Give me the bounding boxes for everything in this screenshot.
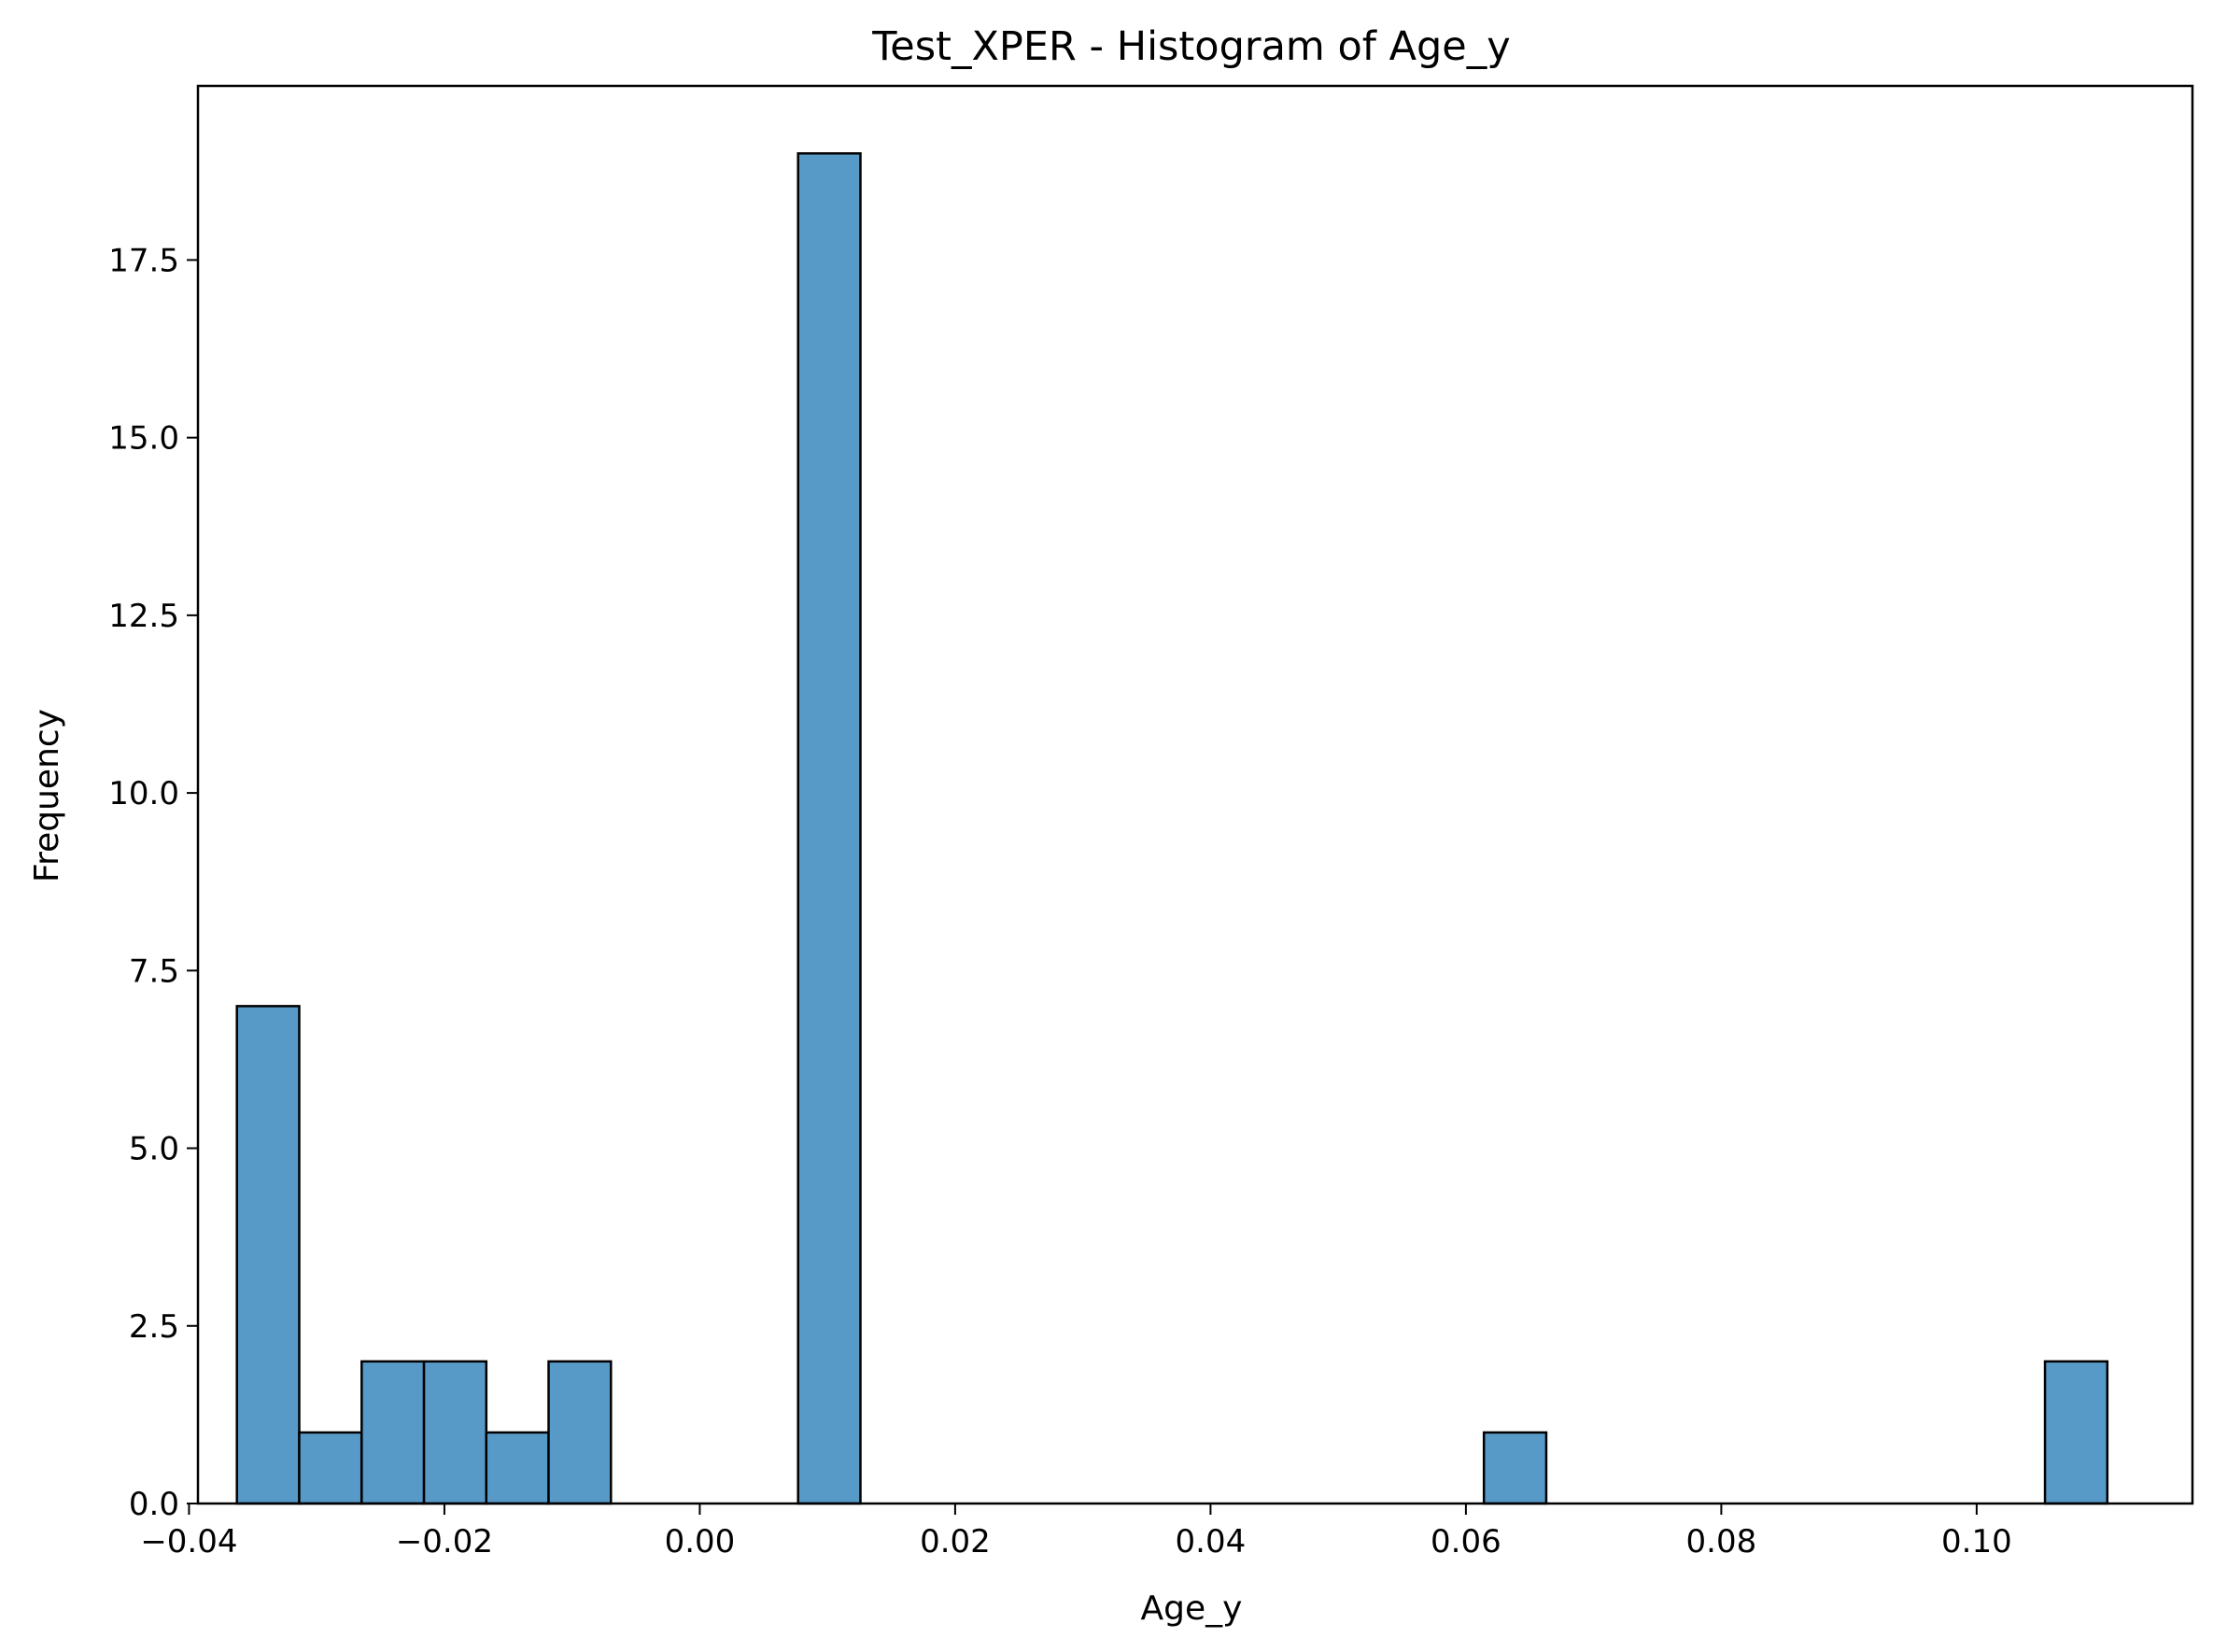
histogram-bar-5 bbox=[547, 1360, 613, 1505]
x-axis-label: Age_y bbox=[1141, 1589, 1243, 1628]
x-axis: −0.04 −0.02 0.00 0.02 0.04 0.06 0.08 0.10 bbox=[140, 1504, 2012, 1560]
x-tick-label-2: 0.00 bbox=[665, 1523, 736, 1560]
histogram-bar-9 bbox=[796, 152, 862, 1505]
x-tick-label-3: 0.02 bbox=[920, 1523, 991, 1560]
y-tick-label-0: 0.0 bbox=[129, 1486, 179, 1523]
histogram-bar-0 bbox=[235, 1005, 301, 1505]
histogram-bar-3 bbox=[422, 1360, 488, 1505]
y-tick-label-4: 10.0 bbox=[108, 775, 179, 812]
histogram-bar-29 bbox=[2043, 1360, 2109, 1505]
histogram-bar-2 bbox=[360, 1360, 426, 1505]
bars-group bbox=[235, 152, 2109, 1505]
x-tick-label-6: 0.08 bbox=[1686, 1523, 1757, 1560]
y-tick-label-1: 2.5 bbox=[129, 1308, 179, 1346]
x-tick-label-4: 0.04 bbox=[1176, 1523, 1247, 1560]
y-tick-label-5: 12.5 bbox=[108, 598, 179, 635]
x-tick-label-7: 0.10 bbox=[1941, 1523, 2012, 1560]
y-axis: 0.0 2.5 5.0 7.5 10.0 12.5 15.0 17.5 bbox=[108, 242, 198, 1523]
x-tick-label-1: −0.02 bbox=[396, 1523, 493, 1560]
y-axis-label: Frequency bbox=[28, 709, 66, 882]
histogram-bar-4 bbox=[485, 1431, 550, 1505]
chart-title: Test_XPER - Histogram of Age_y bbox=[871, 23, 1510, 70]
y-tick-label-3: 7.5 bbox=[129, 953, 179, 990]
x-tick-label-5: 0.06 bbox=[1431, 1523, 1501, 1560]
histogram-bar-20 bbox=[1482, 1431, 1548, 1505]
y-tick-label-2: 5.0 bbox=[129, 1131, 179, 1168]
x-tick-label-0: −0.04 bbox=[140, 1523, 237, 1560]
y-tick-label-6: 15.0 bbox=[108, 420, 179, 458]
y-tick-label-7: 17.5 bbox=[108, 242, 179, 279]
histogram-bar-1 bbox=[298, 1431, 363, 1505]
plot-frame bbox=[196, 84, 2194, 1505]
